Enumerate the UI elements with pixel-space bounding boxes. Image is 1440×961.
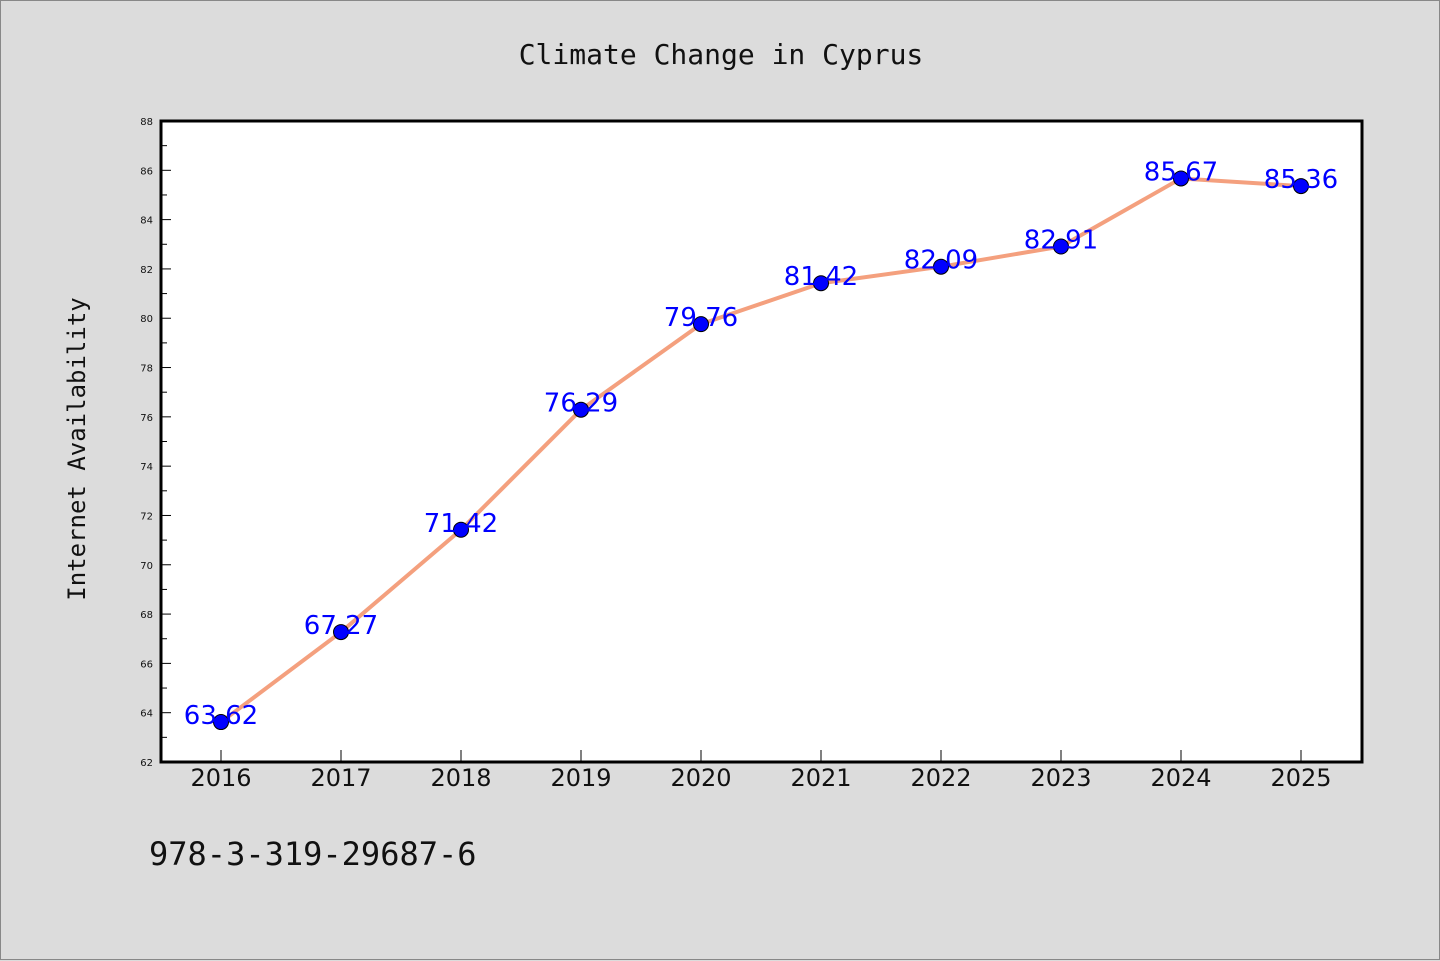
- x-tick-label: 2025: [1270, 764, 1331, 792]
- data-point-2019: [573, 401, 589, 418]
- x-tick-label: 2023: [1030, 764, 1091, 792]
- data-label-2023: 82.91: [1024, 225, 1098, 255]
- chart-title: Climate Change in Cyprus: [519, 38, 924, 71]
- data-label-2024: 85.67: [1144, 157, 1218, 187]
- plot-frame: [159, 119, 1364, 764]
- data-label-2021: 81.42: [784, 262, 858, 292]
- x-tick-label: 2021: [790, 764, 851, 792]
- y-tick-label: 88: [140, 117, 153, 128]
- data-point-2020: [693, 316, 709, 333]
- data-point-2017: [333, 624, 349, 641]
- y-axis-ticks: 62 64 66 68 70 72 74 76 78 80 82 84 86 88: [140, 117, 171, 769]
- data-label-2025: 85.36: [1264, 165, 1338, 195]
- y-tick-label: 82: [140, 265, 153, 276]
- data-point-2018: [453, 521, 469, 538]
- data-point-2023: [1053, 238, 1069, 255]
- x-axis-ticks: 2016 2017 2018 2019 2020 2021 2022 2023 2024 2025: [190, 750, 1332, 792]
- x-tick-label: 2024: [1150, 764, 1211, 792]
- plot-area: [161, 121, 1362, 762]
- y-tick-label: 84: [140, 216, 153, 227]
- isbn-footer: 978-3-319-29687-6: [149, 835, 477, 873]
- y-tick-label: 62: [140, 758, 153, 769]
- y-axis-label: Internet Availability: [63, 297, 91, 600]
- y-tick-label: 74: [140, 462, 153, 473]
- data-label-2016: 63.62: [184, 701, 258, 731]
- y-tick-label: 70: [140, 561, 153, 572]
- data-point-2024: [1173, 170, 1189, 187]
- y-tick-label: 66: [140, 659, 153, 670]
- x-tick-label: 2016: [190, 764, 251, 792]
- data-labels: 63.62 67.27 71.42 76.29 79.76 81.42 82.09 82.91…: [184, 157, 1338, 731]
- x-tick-label: 2017: [310, 764, 371, 792]
- x-tick-label: 2022: [910, 764, 971, 792]
- y-tick-label: 80: [140, 314, 153, 325]
- data-label-2020: 79.76: [664, 303, 738, 333]
- y-tick-label: 76: [140, 413, 153, 424]
- x-tick-label: 2019: [550, 764, 611, 792]
- data-point-2022: [933, 258, 949, 275]
- y-tick-label: 68: [140, 610, 153, 621]
- data-label-2018: 71.42: [424, 509, 498, 539]
- y-tick-label: 72: [140, 511, 153, 522]
- data-label-2022: 82.09: [904, 246, 978, 276]
- data-point-2025: [1293, 178, 1309, 195]
- series-line: [219, 176, 1302, 724]
- data-label-2019: 76.29: [544, 389, 618, 419]
- x-tick-label: 2020: [670, 764, 731, 792]
- data-point-2021: [813, 275, 829, 292]
- y-tick-label: 64: [140, 709, 153, 720]
- x-tick-label: 2018: [430, 764, 491, 792]
- y-tick-label: 78: [140, 364, 153, 375]
- y-tick-label: 86: [140, 166, 153, 177]
- data-label-2017: 67.27: [304, 611, 378, 641]
- data-point-2016: [213, 714, 229, 731]
- data-markers: [213, 170, 1309, 731]
